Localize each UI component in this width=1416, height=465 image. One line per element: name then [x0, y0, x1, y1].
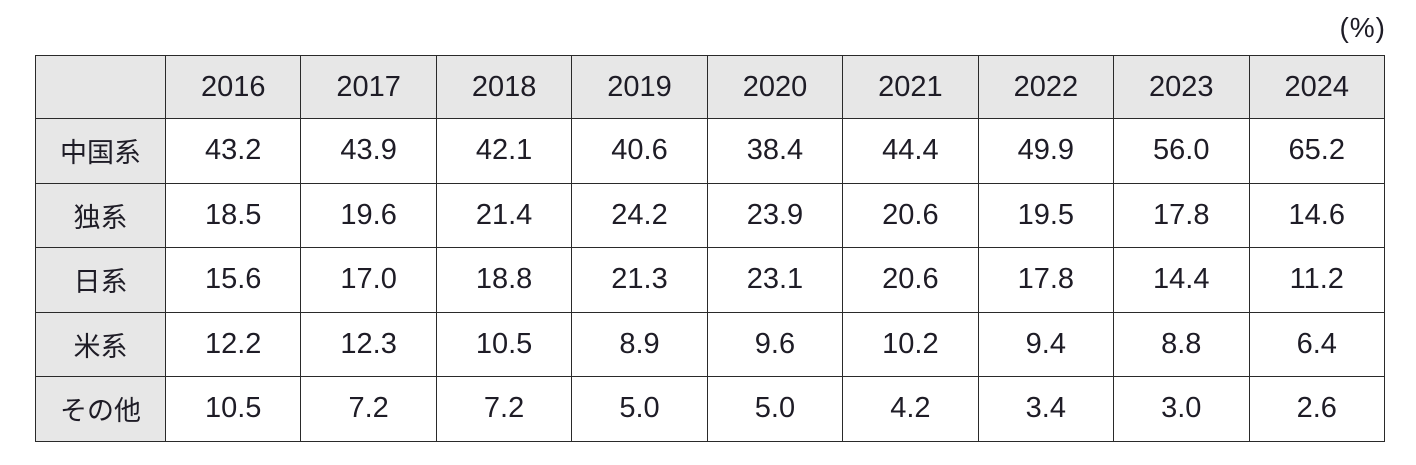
header-row: 2016 2017 2018 2019 2020 2021 2022 2023 2024	[35, 55, 1385, 119]
value-cell: 56.0	[1113, 118, 1250, 184]
unit-label: (%)	[1339, 12, 1386, 43]
value-cell: 6.4	[1248, 311, 1385, 377]
value-cell: 38.4	[706, 118, 844, 184]
value-cell: 7.2	[435, 376, 573, 442]
value-cell: 3.0	[1113, 376, 1250, 442]
value-cell: 2.6	[1248, 376, 1385, 442]
value-cell: 17.8	[977, 247, 1115, 313]
year-header: 2023	[1113, 55, 1250, 119]
year-header: 2020	[706, 55, 844, 119]
share-by-year-table: 2016 2017 2018 2019 2020 2021 2022 2023 2024 中国系…	[35, 55, 1385, 442]
value-cell: 10.5	[435, 311, 573, 377]
year-header: 2017	[300, 55, 437, 119]
value-cell: 21.4	[435, 182, 573, 248]
value-cell: 23.1	[706, 247, 844, 313]
value-cell: 9.6	[706, 311, 844, 377]
row-label: 中国系	[35, 118, 166, 184]
table-row: 米系 12.2 12.3 10.5 8.9 9.6 10.2 9.4 8.8 6.4	[35, 311, 1385, 377]
row-label: 米系	[35, 311, 166, 377]
value-cell: 4.2	[842, 376, 979, 442]
value-cell: 20.6	[842, 247, 979, 313]
value-cell: 14.4	[1113, 247, 1250, 313]
value-cell: 18.8	[435, 247, 573, 313]
value-cell: 14.6	[1248, 182, 1385, 248]
value-cell: 12.3	[300, 311, 437, 377]
year-header: 2024	[1248, 55, 1385, 119]
value-cell: 43.2	[164, 118, 302, 184]
table-row: 独系 18.5 19.6 21.4 24.2 23.9 20.6 19.5 17.8 14.6	[35, 182, 1385, 248]
value-cell: 8.9	[571, 311, 708, 377]
value-cell: 23.9	[706, 182, 844, 248]
value-cell: 12.2	[164, 311, 302, 377]
value-cell: 17.0	[300, 247, 437, 313]
value-cell: 65.2	[1248, 118, 1385, 184]
value-cell: 11.2	[1248, 247, 1385, 313]
table-row: その他 10.5 7.2 7.2 5.0 5.0 4.2 3.4 3.0 2.6	[35, 376, 1385, 442]
value-cell: 44.4	[842, 118, 979, 184]
value-cell: 5.0	[706, 376, 844, 442]
value-cell: 21.3	[571, 247, 708, 313]
value-cell: 24.2	[571, 182, 708, 248]
value-cell: 19.6	[300, 182, 437, 248]
value-cell: 42.1	[435, 118, 573, 184]
value-cell: 20.6	[842, 182, 979, 248]
year-header: 2018	[435, 55, 573, 119]
year-header: 2019	[571, 55, 708, 119]
value-cell: 49.9	[977, 118, 1115, 184]
value-cell: 17.8	[1113, 182, 1250, 248]
value-cell: 10.5	[164, 376, 302, 442]
row-label: 日系	[35, 247, 166, 313]
value-cell: 19.5	[977, 182, 1115, 248]
corner-cell	[35, 55, 166, 119]
table-body: 中国系 43.2 43.9 42.1 40.6 38.4 44.4 49.9 56.0 65.2 独…	[35, 118, 1385, 442]
table-header: 2016 2017 2018 2019 2020 2021 2022 2023 2024	[35, 55, 1385, 119]
value-cell: 40.6	[571, 118, 708, 184]
value-cell: 9.4	[977, 311, 1115, 377]
row-label: その他	[35, 376, 166, 442]
value-cell: 8.8	[1113, 311, 1250, 377]
table-row: 中国系 43.2 43.9 42.1 40.6 38.4 44.4 49.9 56.0 65.2	[35, 118, 1385, 184]
value-cell: 15.6	[164, 247, 302, 313]
row-label: 独系	[35, 182, 166, 248]
value-cell: 18.5	[164, 182, 302, 248]
year-header: 2016	[164, 55, 302, 119]
value-cell: 10.2	[842, 311, 979, 377]
value-cell: 7.2	[300, 376, 437, 442]
value-cell: 43.9	[300, 118, 437, 184]
year-header: 2021	[842, 55, 979, 119]
value-cell: 5.0	[571, 376, 708, 442]
value-cell: 3.4	[977, 376, 1115, 442]
table-row: 日系 15.6 17.0 18.8 21.3 23.1 20.6 17.8 14.4 11.2	[35, 247, 1385, 313]
year-header: 2022	[977, 55, 1115, 119]
